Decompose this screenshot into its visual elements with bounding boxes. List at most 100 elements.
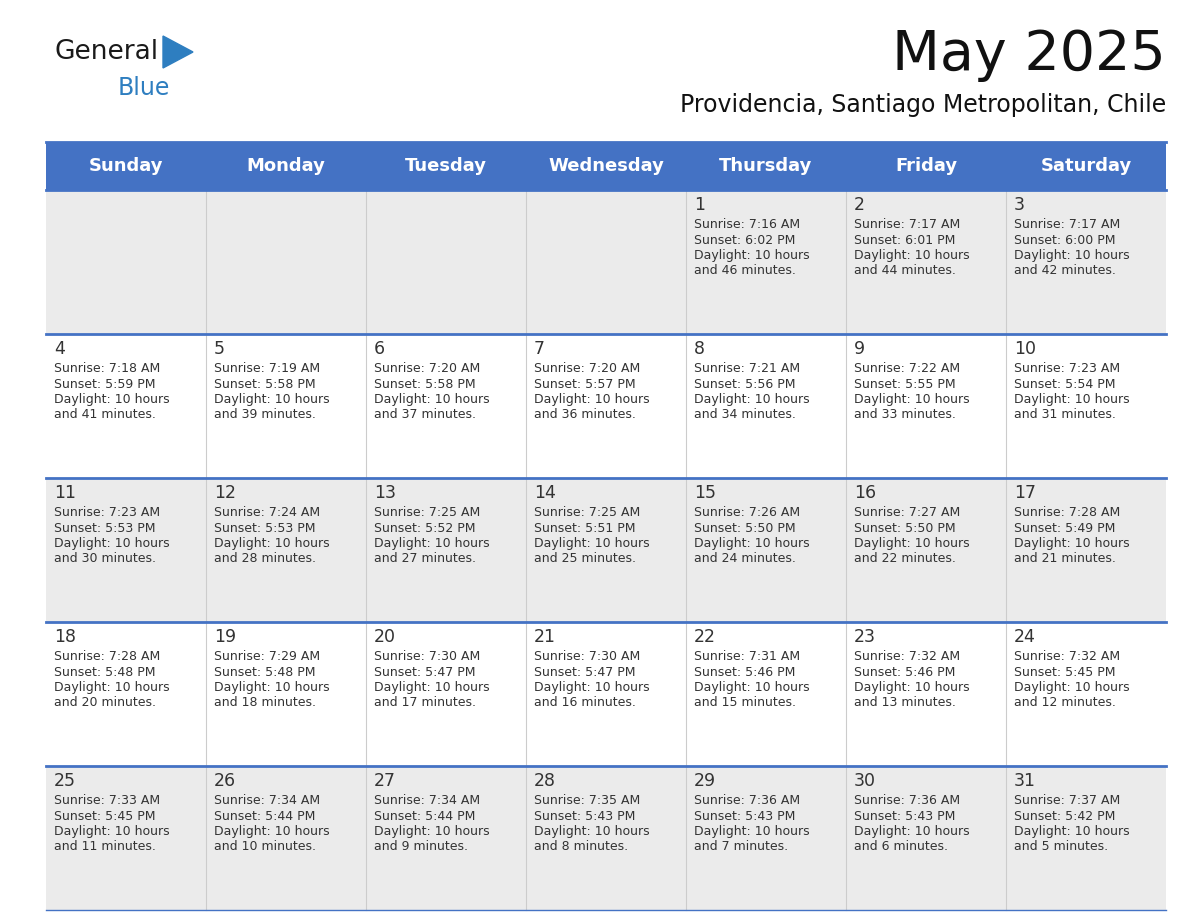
Text: Sunrise: 7:34 AM: Sunrise: 7:34 AM: [214, 794, 320, 807]
Text: 14: 14: [533, 484, 556, 502]
Text: 21: 21: [533, 628, 556, 646]
Text: 24: 24: [1015, 628, 1036, 646]
Text: Sunset: 5:50 PM: Sunset: 5:50 PM: [854, 521, 955, 534]
Text: Daylight: 10 hours: Daylight: 10 hours: [694, 249, 810, 262]
Text: and 37 minutes.: and 37 minutes.: [374, 409, 476, 421]
Text: Sunrise: 7:16 AM: Sunrise: 7:16 AM: [694, 218, 801, 231]
Text: Daylight: 10 hours: Daylight: 10 hours: [854, 249, 969, 262]
Text: May 2025: May 2025: [892, 28, 1165, 82]
Text: Sunset: 5:50 PM: Sunset: 5:50 PM: [694, 521, 796, 534]
Text: Sunset: 5:58 PM: Sunset: 5:58 PM: [214, 377, 316, 390]
Text: 11: 11: [53, 484, 76, 502]
Text: Sunrise: 7:17 AM: Sunrise: 7:17 AM: [854, 218, 960, 231]
Text: 27: 27: [374, 772, 396, 790]
Text: Sunrise: 7:26 AM: Sunrise: 7:26 AM: [694, 506, 801, 519]
Text: Sunrise: 7:17 AM: Sunrise: 7:17 AM: [1015, 218, 1120, 231]
Text: and 12 minutes.: and 12 minutes.: [1015, 697, 1116, 710]
Text: Sunrise: 7:28 AM: Sunrise: 7:28 AM: [1015, 506, 1120, 519]
Text: Sunrise: 7:25 AM: Sunrise: 7:25 AM: [533, 506, 640, 519]
Text: Sunset: 5:44 PM: Sunset: 5:44 PM: [374, 810, 475, 823]
Text: Sunrise: 7:32 AM: Sunrise: 7:32 AM: [854, 650, 960, 663]
Text: Sunrise: 7:36 AM: Sunrise: 7:36 AM: [694, 794, 801, 807]
Text: Sunrise: 7:27 AM: Sunrise: 7:27 AM: [854, 506, 960, 519]
Text: Sunset: 5:53 PM: Sunset: 5:53 PM: [53, 521, 156, 534]
Bar: [46, 190, 1165, 334]
Text: and 7 minutes.: and 7 minutes.: [694, 841, 788, 854]
Text: and 41 minutes.: and 41 minutes.: [53, 409, 156, 421]
Text: and 31 minutes.: and 31 minutes.: [1015, 409, 1116, 421]
Text: Sunset: 6:00 PM: Sunset: 6:00 PM: [1015, 233, 1116, 247]
Text: Monday: Monday: [247, 157, 326, 175]
Text: Sunset: 5:44 PM: Sunset: 5:44 PM: [214, 810, 315, 823]
Text: 25: 25: [53, 772, 76, 790]
Text: Sunset: 5:57 PM: Sunset: 5:57 PM: [533, 377, 636, 390]
Text: Daylight: 10 hours: Daylight: 10 hours: [854, 825, 969, 838]
Bar: [46, 478, 1165, 622]
Text: Sunrise: 7:19 AM: Sunrise: 7:19 AM: [214, 362, 320, 375]
Text: and 44 minutes.: and 44 minutes.: [854, 264, 956, 277]
Bar: [46, 622, 1165, 766]
Text: and 42 minutes.: and 42 minutes.: [1015, 264, 1116, 277]
Text: Daylight: 10 hours: Daylight: 10 hours: [53, 681, 170, 694]
Text: Sunset: 5:52 PM: Sunset: 5:52 PM: [374, 521, 475, 534]
Text: Daylight: 10 hours: Daylight: 10 hours: [694, 825, 810, 838]
Text: and 25 minutes.: and 25 minutes.: [533, 553, 636, 565]
Text: 7: 7: [533, 340, 545, 358]
Text: Sunset: 5:51 PM: Sunset: 5:51 PM: [533, 521, 636, 534]
Text: and 8 minutes.: and 8 minutes.: [533, 841, 628, 854]
Text: and 46 minutes.: and 46 minutes.: [694, 264, 796, 277]
Text: Daylight: 10 hours: Daylight: 10 hours: [214, 681, 329, 694]
Text: Daylight: 10 hours: Daylight: 10 hours: [1015, 393, 1130, 406]
Text: 13: 13: [374, 484, 396, 502]
Text: Daylight: 10 hours: Daylight: 10 hours: [854, 393, 969, 406]
Text: Sunrise: 7:20 AM: Sunrise: 7:20 AM: [533, 362, 640, 375]
Text: Sunrise: 7:29 AM: Sunrise: 7:29 AM: [214, 650, 320, 663]
Text: Sunset: 5:45 PM: Sunset: 5:45 PM: [53, 810, 156, 823]
Polygon shape: [163, 36, 192, 68]
Text: Daylight: 10 hours: Daylight: 10 hours: [214, 393, 329, 406]
Text: Daylight: 10 hours: Daylight: 10 hours: [374, 681, 489, 694]
Text: Sunset: 5:58 PM: Sunset: 5:58 PM: [374, 377, 475, 390]
Text: Sunset: 5:49 PM: Sunset: 5:49 PM: [1015, 521, 1116, 534]
Text: Sunset: 5:42 PM: Sunset: 5:42 PM: [1015, 810, 1116, 823]
Text: Sunset: 5:46 PM: Sunset: 5:46 PM: [694, 666, 796, 678]
Text: Sunrise: 7:37 AM: Sunrise: 7:37 AM: [1015, 794, 1120, 807]
Text: Providencia, Santiago Metropolitan, Chile: Providencia, Santiago Metropolitan, Chil…: [680, 93, 1165, 117]
Text: Daylight: 10 hours: Daylight: 10 hours: [694, 393, 810, 406]
Text: 19: 19: [214, 628, 236, 646]
Text: Sunrise: 7:23 AM: Sunrise: 7:23 AM: [1015, 362, 1120, 375]
Text: 26: 26: [214, 772, 236, 790]
Text: Sunset: 5:48 PM: Sunset: 5:48 PM: [53, 666, 156, 678]
Text: Friday: Friday: [895, 157, 958, 175]
Text: Daylight: 10 hours: Daylight: 10 hours: [214, 537, 329, 550]
Text: Daylight: 10 hours: Daylight: 10 hours: [533, 825, 650, 838]
Text: Sunrise: 7:30 AM: Sunrise: 7:30 AM: [533, 650, 640, 663]
Text: 31: 31: [1015, 772, 1036, 790]
Text: Daylight: 10 hours: Daylight: 10 hours: [53, 393, 170, 406]
Text: Sunset: 5:59 PM: Sunset: 5:59 PM: [53, 377, 156, 390]
Text: 18: 18: [53, 628, 76, 646]
Text: and 33 minutes.: and 33 minutes.: [854, 409, 956, 421]
Text: Sunset: 5:56 PM: Sunset: 5:56 PM: [694, 377, 796, 390]
Text: Thursday: Thursday: [719, 157, 813, 175]
Text: and 36 minutes.: and 36 minutes.: [533, 409, 636, 421]
Text: and 28 minutes.: and 28 minutes.: [214, 553, 316, 565]
Text: Daylight: 10 hours: Daylight: 10 hours: [1015, 537, 1130, 550]
Text: Sunset: 6:02 PM: Sunset: 6:02 PM: [694, 233, 796, 247]
Text: Daylight: 10 hours: Daylight: 10 hours: [53, 537, 170, 550]
Text: Sunrise: 7:21 AM: Sunrise: 7:21 AM: [694, 362, 801, 375]
Text: Sunrise: 7:36 AM: Sunrise: 7:36 AM: [854, 794, 960, 807]
Text: 20: 20: [374, 628, 396, 646]
Text: Sunset: 5:48 PM: Sunset: 5:48 PM: [214, 666, 316, 678]
Text: Sunset: 5:45 PM: Sunset: 5:45 PM: [1015, 666, 1116, 678]
Text: 22: 22: [694, 628, 716, 646]
Text: Sunrise: 7:30 AM: Sunrise: 7:30 AM: [374, 650, 480, 663]
Text: Sunrise: 7:35 AM: Sunrise: 7:35 AM: [533, 794, 640, 807]
Text: 1: 1: [694, 196, 704, 214]
Text: Daylight: 10 hours: Daylight: 10 hours: [1015, 681, 1130, 694]
Text: Sunset: 5:43 PM: Sunset: 5:43 PM: [694, 810, 796, 823]
Text: Daylight: 10 hours: Daylight: 10 hours: [533, 681, 650, 694]
Text: and 18 minutes.: and 18 minutes.: [214, 697, 316, 710]
Text: and 9 minutes.: and 9 minutes.: [374, 841, 468, 854]
Text: Sunrise: 7:20 AM: Sunrise: 7:20 AM: [374, 362, 480, 375]
